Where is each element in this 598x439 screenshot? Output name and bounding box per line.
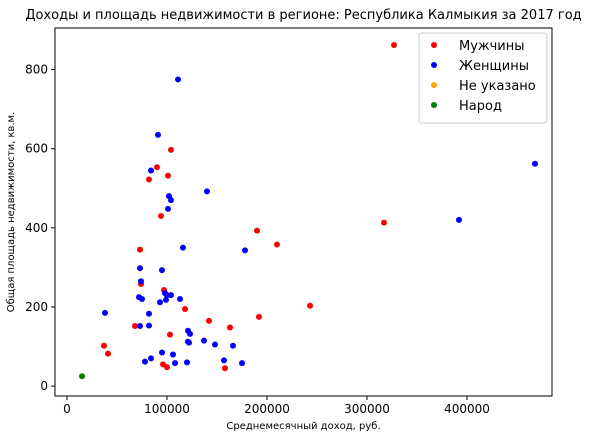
data-point	[158, 212, 164, 219]
data-point	[159, 349, 165, 356]
data-point	[172, 360, 178, 367]
data-point	[206, 317, 212, 324]
data-point	[139, 296, 145, 303]
data-point	[381, 219, 387, 226]
data-point	[187, 330, 193, 337]
data-point	[163, 296, 169, 303]
data-point	[105, 350, 111, 357]
data-point	[239, 360, 245, 367]
legend-label: Не указано	[459, 79, 536, 94]
data-point	[170, 351, 176, 358]
data-point	[164, 364, 170, 371]
data-point	[137, 246, 143, 253]
data-point	[242, 247, 248, 254]
data-point	[168, 197, 174, 204]
data-point	[391, 42, 397, 49]
data-point	[274, 241, 280, 248]
data-point	[157, 299, 163, 306]
legend-box	[418, 32, 548, 124]
data-point	[532, 160, 538, 167]
data-point	[142, 358, 148, 365]
data-point	[204, 188, 210, 195]
data-point	[101, 342, 107, 349]
data-point	[230, 342, 236, 349]
data-point	[165, 205, 171, 212]
y-tick-label: 200	[25, 300, 48, 314]
data-point	[222, 365, 228, 372]
data-point	[154, 164, 160, 171]
data-point	[146, 310, 152, 317]
legend-marker	[431, 42, 437, 48]
x-tick-label: 100000	[144, 402, 190, 416]
data-point	[186, 339, 192, 346]
data-point	[175, 76, 181, 83]
y-tick-label: 400	[25, 221, 48, 235]
data-point	[182, 305, 188, 312]
data-point	[146, 176, 152, 183]
data-point	[456, 216, 462, 223]
data-point	[167, 331, 173, 338]
y-axis: 0 200 400 600 800	[25, 63, 55, 393]
y-axis-label: Общая площадь недвижимости, кв.м.	[6, 112, 17, 313]
data-point	[137, 322, 143, 329]
chart-title: Доходы и площадь недвижимости в регионе:…	[25, 8, 581, 23]
legend-marker	[431, 82, 437, 88]
y-tick-label: 0	[40, 379, 48, 393]
data-point	[146, 322, 152, 329]
data-point	[221, 357, 227, 364]
data-point	[79, 373, 85, 380]
x-axis-label: Среднемесячный доход, руб.	[226, 421, 380, 432]
legend: Мужчины Женщины Не указано Народ	[418, 32, 548, 124]
data-point	[159, 267, 165, 274]
x-tick-label: 0	[63, 402, 71, 416]
data-point	[177, 296, 183, 303]
data-point	[168, 146, 174, 153]
data-point	[307, 302, 313, 309]
x-axis: 0 100000 200000 300000 400000	[63, 396, 490, 416]
data-point	[180, 244, 186, 251]
data-point	[132, 322, 138, 329]
data-points	[79, 42, 538, 380]
data-point	[256, 313, 262, 320]
data-point	[201, 337, 207, 344]
data-point	[168, 292, 174, 299]
data-point	[148, 167, 154, 174]
x-tick-label: 400000	[444, 402, 490, 416]
data-point	[212, 341, 218, 348]
x-tick-label: 300000	[344, 402, 390, 416]
y-tick-label: 800	[25, 63, 48, 77]
data-point	[184, 359, 190, 366]
data-point	[155, 131, 161, 138]
x-tick-label: 200000	[244, 402, 290, 416]
data-point	[254, 227, 260, 234]
legend-marker	[431, 62, 437, 68]
legend-label: Женщины	[459, 59, 529, 74]
data-point	[148, 355, 154, 362]
data-point	[138, 278, 144, 285]
legend-label: Народ	[459, 99, 502, 114]
y-tick-label: 600	[25, 142, 48, 156]
plot-area	[54, 27, 553, 397]
data-point	[137, 265, 143, 272]
data-point	[102, 309, 108, 316]
data-point	[227, 324, 233, 331]
data-point	[165, 172, 171, 179]
legend-marker	[431, 102, 437, 108]
legend-label: Мужчины	[459, 39, 525, 54]
